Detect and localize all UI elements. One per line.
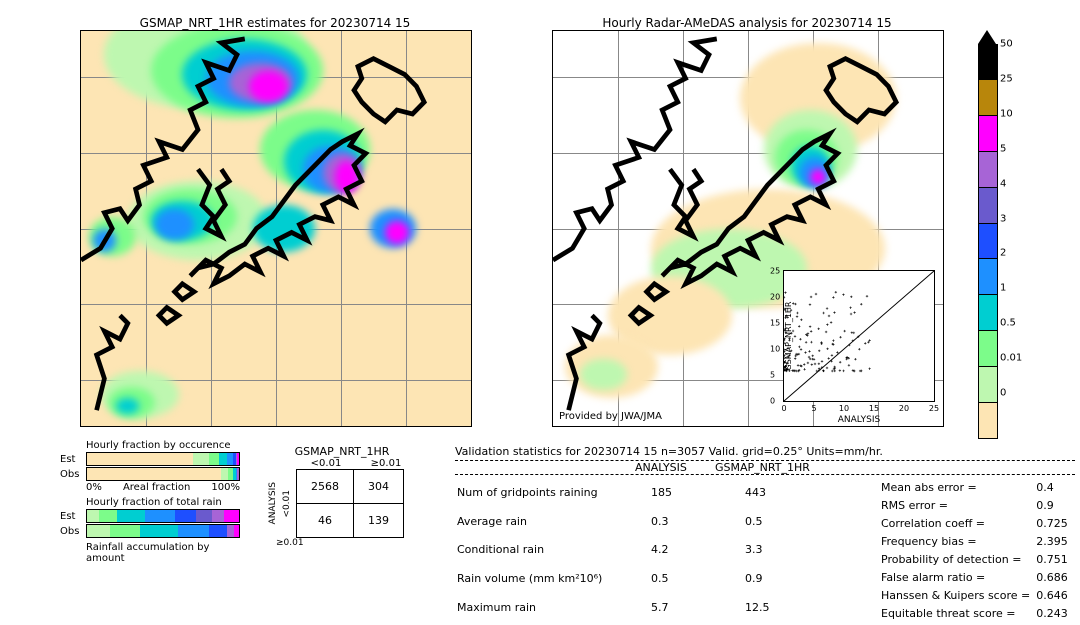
xtick-0: 0% (86, 482, 102, 493)
colorbar-tick: 5 (1000, 143, 1006, 154)
val-cell: 0.9 (745, 567, 837, 594)
val-cell: Average rain (457, 510, 649, 537)
ct-00: 2568 (297, 470, 354, 504)
val-cell: 0.3 (651, 510, 743, 537)
xlabel-occ: Areal fraction (123, 482, 190, 493)
val-cell: 443 (745, 481, 837, 508)
bar-row (86, 452, 240, 466)
bar-row-label: Est (60, 454, 86, 465)
val-h2: GSMAP_NRT_1HR (715, 461, 835, 474)
val-cell: 0.9 (1036, 499, 1072, 515)
val-cell: RMS error = (881, 499, 1034, 515)
val-cell: 0.4 (1036, 481, 1072, 497)
val-cell: 0.646 (1036, 589, 1072, 605)
colorbar-tick: 4 (1000, 178, 1006, 189)
val-cell: 185 (651, 481, 743, 508)
hourly-fraction-panel: Hourly fraction by occurence Est Obs 0% A… (60, 440, 240, 564)
rain-title: Hourly fraction of total rain (86, 497, 240, 508)
val-cell: Equitable threat score = (881, 607, 1034, 623)
map-credit: Provided by JWA/JMA (559, 411, 662, 422)
validation-left-table: Num of gridpoints raining185443 Average r… (455, 479, 839, 625)
val-cell: 2.395 (1036, 535, 1072, 551)
contingency-table: 2568 304 46 139 (296, 469, 404, 538)
val-cell: Mean abs error = (881, 481, 1034, 497)
inset-ylabel: GSMAP_NRT_1HR (784, 302, 793, 371)
ct-col1: ≥0.01 (356, 458, 416, 469)
bar-row (86, 524, 240, 538)
ct-01: 304 (354, 470, 404, 504)
contingency-row-title: ANALYSIS (268, 482, 278, 524)
val-cell: Hanssen & Kuipers score = (881, 589, 1034, 605)
right-map-panel: Hourly Radar-AMeDAS analysis for 2023071… (552, 16, 942, 427)
val-cell: 0.5 (745, 510, 837, 537)
occ-xaxis: 0% Areal fraction 100% (86, 482, 240, 493)
bar-row-label: Obs (60, 526, 86, 537)
ct-row1: ≥0.01 (276, 538, 416, 548)
occ-bars: Est Obs (60, 452, 240, 481)
right-map-title: Hourly Radar-AMeDAS analysis for 2023071… (552, 16, 942, 30)
val-cell: Correlation coeff = (881, 517, 1034, 533)
val-cell: 0.5 (651, 567, 743, 594)
val-cell: Rain volume (mm km²10⁶) (457, 567, 649, 594)
val-cell: 0.243 (1036, 607, 1072, 623)
left-map-box: 25°N30°N35°N40°N45°N125°E130°E135°E140°E… (80, 30, 472, 427)
scatter-inset: 00551010151520202525ANALYSISGSMAP_NRT_1H… (783, 270, 935, 402)
contingency-panel: GSMAP_NRT_1HR ANALYSIS <0.01 ≥0.01 <0.01… (268, 445, 416, 548)
colorbar-tick: 3 (1000, 213, 1006, 224)
colorbar-tick: 50 (1000, 39, 1013, 50)
inset-xlabel: ANALYSIS (784, 415, 934, 425)
bar-row-label: Est (60, 511, 86, 522)
val-cell: Probability of detection = (881, 553, 1034, 569)
val-h1: ANALYSIS (635, 461, 715, 474)
colorbar-tick: 25 (1000, 73, 1013, 84)
xtick-100: 100% (211, 482, 240, 493)
colorbar-tick: 0.01 (1000, 353, 1022, 364)
val-cell: 12.5 (745, 596, 837, 623)
bar-row (86, 467, 240, 481)
colorbar-tick: 1 (1000, 283, 1006, 294)
bar-row-label: Obs (60, 469, 86, 480)
contingency-col-title: GSMAP_NRT_1HR (268, 445, 416, 458)
val-cell: Num of gridpoints raining (457, 481, 649, 508)
accum-title: Rainfall accumulation by amount (86, 542, 240, 564)
colorbar-tick: 0 (1000, 388, 1006, 399)
left-map-panel: GSMAP_NRT_1HR estimates for 20230714 15 … (80, 16, 470, 427)
ct-10: 46 (297, 504, 354, 538)
val-cell: 4.2 (651, 539, 743, 566)
validation-panel: Validation statistics for 20230714 15 n=… (455, 445, 1075, 625)
bar-row (86, 509, 240, 523)
rain-bars: Est Obs (60, 509, 240, 538)
val-cell: 3.3 (745, 539, 837, 566)
colorbar-tick: 10 (1000, 108, 1013, 119)
left-map-title: GSMAP_NRT_1HR estimates for 20230714 15 (80, 16, 470, 30)
colorbar: 502510543210.50.010 (978, 30, 998, 428)
validation-right-table: Mean abs error =0.4RMS error =0.9Correla… (879, 479, 1074, 625)
validation-title: Validation statistics for 20230714 15 n=… (455, 445, 1075, 458)
val-cell: Conditional rain (457, 539, 649, 566)
val-cell: 5.7 (651, 596, 743, 623)
val-cell: 0.686 (1036, 571, 1072, 587)
val-cell: False alarm ratio = (881, 571, 1034, 587)
val-cell: Frequency bias = (881, 535, 1034, 551)
val-cell: Maximum rain (457, 596, 649, 623)
colorbar-tick: 0.5 (1000, 318, 1016, 329)
ct-11: 139 (354, 504, 404, 538)
occ-title: Hourly fraction by occurence (86, 440, 240, 451)
val-cell: 0.751 (1036, 553, 1072, 569)
ct-row0: <0.01 (282, 490, 296, 518)
right-map-box: 25°N30°N35°N40°N45°N125°E130°E135°E140°E… (552, 30, 944, 427)
ct-col0: <0.01 (296, 458, 356, 469)
val-cell: 0.725 (1036, 517, 1072, 533)
colorbar-tick: 2 (1000, 248, 1006, 259)
